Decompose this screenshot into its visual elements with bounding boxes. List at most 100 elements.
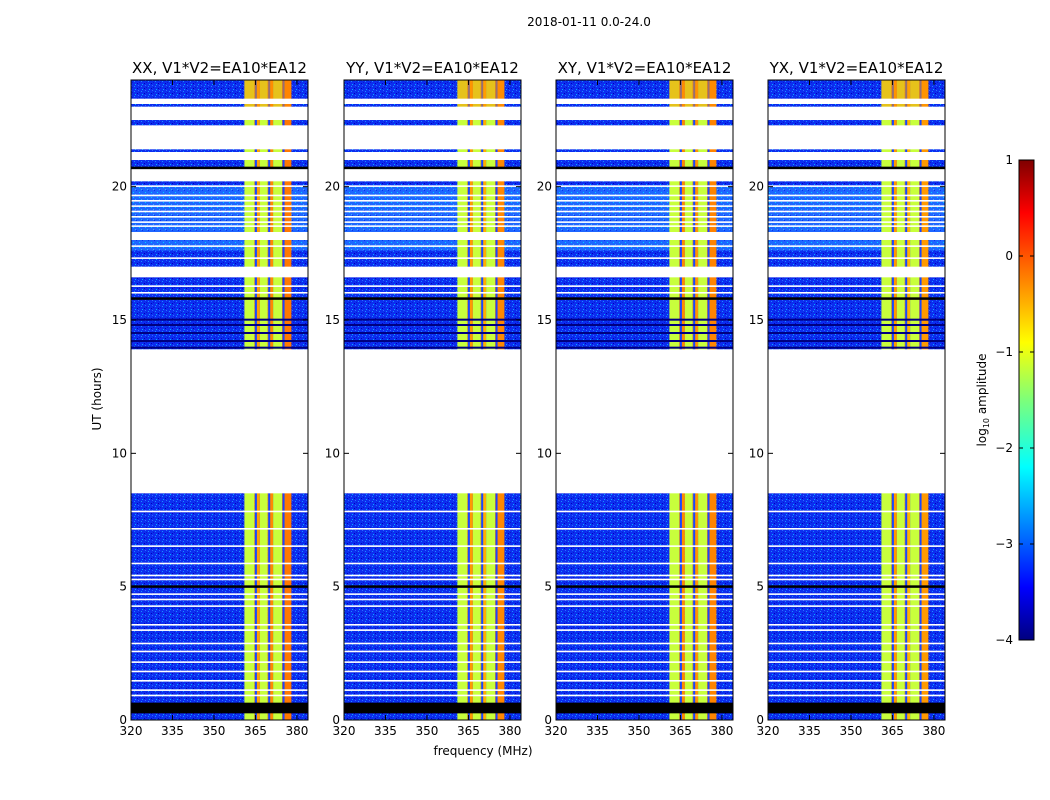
flagged-line: [556, 670, 733, 673]
flagged-line: [344, 113, 521, 115]
black-line: [768, 585, 945, 588]
flagged-line: [131, 145, 308, 147]
flagged-block: [131, 98, 308, 104]
panel-3-title: XY, V1*V2=EA10*EA12: [558, 59, 732, 77]
flagged-line: [344, 225, 521, 227]
panel-3-image: [556, 80, 733, 720]
panel-1-image: [131, 80, 308, 720]
flagged-line: [131, 545, 308, 547]
flagged-block: [556, 98, 733, 104]
flagged-line: [344, 210, 521, 213]
flagged-line: [556, 210, 733, 213]
dark-stripe: [768, 332, 945, 334]
flagged-line: [768, 257, 945, 259]
panel-2-image: [344, 80, 521, 720]
panel-4-title: YX, V1*V2=EA10*EA12: [769, 59, 944, 77]
flagged-line: [344, 680, 521, 682]
flagged-line: [768, 562, 945, 565]
y-tick-label: 10: [749, 446, 764, 460]
x-tick-label: 335: [798, 724, 821, 738]
flagged-line: [556, 629, 733, 631]
flagged-line: [131, 598, 308, 601]
data-gap: [131, 349, 308, 494]
dark-stripe: [131, 318, 308, 321]
x-axis-label: frequency (MHz): [433, 744, 532, 758]
x-tick-label: 365: [457, 724, 480, 738]
flagged-line: [768, 510, 945, 513]
y-tick-label: 0: [119, 713, 127, 727]
flagged-line: [344, 510, 521, 513]
flagged-line: [344, 624, 521, 626]
flagged-line: [131, 194, 308, 197]
flagged-block: [131, 232, 308, 240]
dark-stripe: [556, 324, 733, 326]
flagged-line: [131, 670, 308, 673]
x-tick-label: 350: [840, 724, 863, 738]
flagged-line: [556, 185, 733, 187]
flagged-line: [344, 205, 521, 207]
flagged-line: [768, 216, 945, 218]
flagged-line: [131, 605, 308, 607]
flagged-line: [131, 624, 308, 626]
y-axis-label: UT (hours): [90, 367, 104, 430]
data-gap: [344, 349, 521, 494]
colorbar-label: log10 amplitude: [975, 354, 991, 447]
black-line: [556, 585, 733, 588]
colorbar-label-log: log: [975, 428, 989, 446]
flagged-line: [344, 605, 521, 607]
flagged-line: [556, 578, 733, 581]
flagged-line: [131, 629, 308, 631]
black-line: [344, 297, 521, 300]
flagged-black-band: [556, 702, 733, 714]
flagged-line: [131, 578, 308, 581]
panel-2-title: YY, V1*V2=EA10*EA12: [345, 59, 519, 77]
flagged-line: [768, 574, 945, 577]
flagged-line: [556, 650, 733, 653]
flagged-line: [768, 200, 945, 202]
colorbar-tick-label: −2: [995, 441, 1013, 455]
flagged-line: [131, 210, 308, 213]
x-tick-label: 350: [628, 724, 651, 738]
x-tick-label: 350: [416, 724, 439, 738]
flagged-black-band: [131, 702, 308, 714]
flagged-line: [131, 661, 308, 663]
x-tick-label: 320: [333, 724, 356, 738]
flagged-line: [768, 185, 945, 187]
flagged-line: [344, 257, 521, 259]
x-tick-label: 335: [586, 724, 609, 738]
flagged-line: [344, 689, 521, 691]
y-tick-label: 20: [325, 180, 340, 194]
flagged-block: [344, 232, 521, 240]
flagged-line: [131, 510, 308, 513]
y-tick-label: 0: [332, 713, 340, 727]
black-line: [344, 166, 521, 170]
dark-stripe: [344, 318, 521, 321]
black-line: [131, 297, 308, 300]
colorbar-tick-label: 0: [1005, 249, 1013, 263]
flagged-line: [131, 528, 308, 530]
flagged-line: [768, 194, 945, 197]
flagged-line: [556, 245, 733, 247]
flagged-line: [556, 545, 733, 547]
dark-stripe: [768, 318, 945, 321]
panel-4-image: [768, 80, 945, 720]
y-tick-label: 15: [749, 313, 764, 327]
flagged-line: [131, 285, 308, 287]
flagged-line: [344, 694, 521, 697]
flagged-line: [556, 598, 733, 601]
black-line: [768, 297, 945, 300]
flagged-line: [556, 642, 733, 645]
flagged-line: [768, 642, 945, 645]
y-tick-label: 5: [332, 580, 340, 594]
flagged-line: [768, 528, 945, 530]
flagged-line: [556, 194, 733, 197]
flagged-line: [556, 145, 733, 147]
flagged-line: [768, 145, 945, 147]
flagged-line: [556, 200, 733, 202]
flagged-line: [344, 221, 521, 223]
flagged-block: [768, 168, 945, 182]
black-line: [556, 166, 733, 170]
panel-2-frame: [343, 79, 522, 721]
y-tick-label: 0: [544, 713, 552, 727]
data-gap: [556, 349, 733, 494]
